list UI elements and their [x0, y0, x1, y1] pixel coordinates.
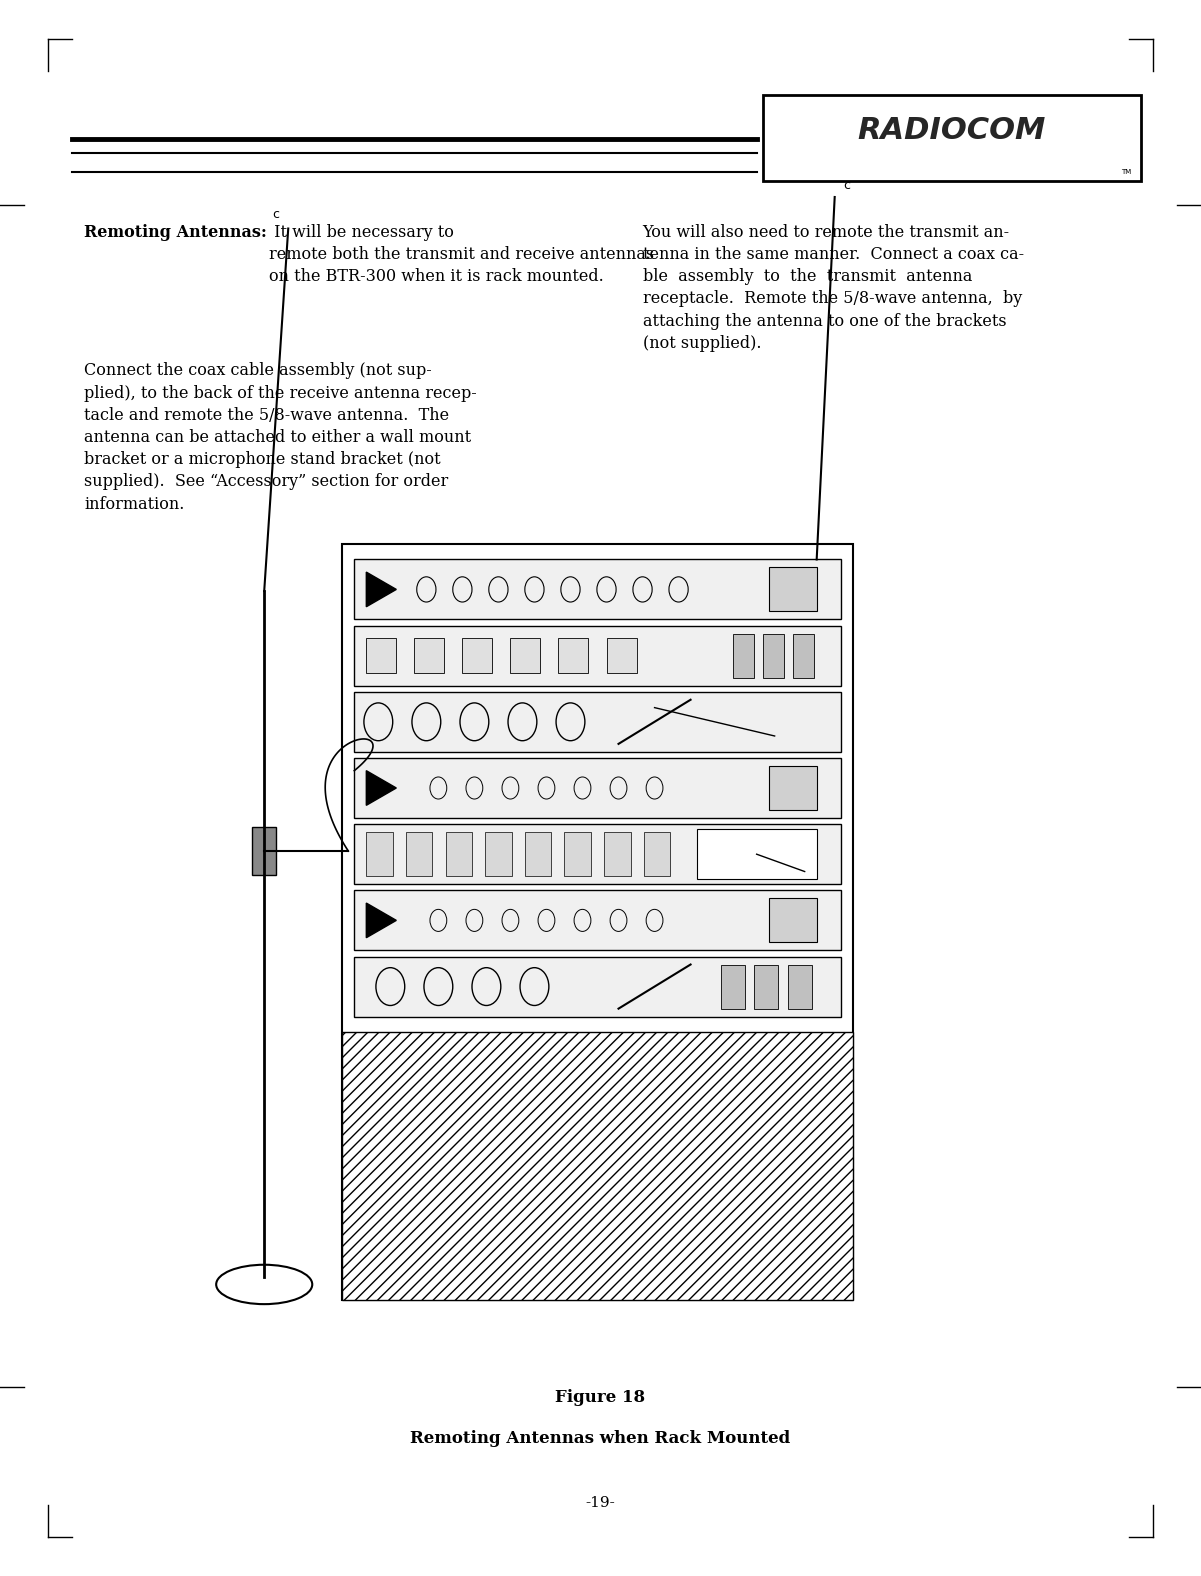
Text: c: c [273, 208, 280, 221]
Bar [788, 965, 812, 1009]
Bar [510, 638, 540, 673]
Bar [446, 832, 472, 876]
Bar [769, 766, 817, 810]
Bar [607, 638, 637, 673]
Polygon shape [366, 903, 396, 938]
Bar [462, 638, 492, 673]
Text: Remoting Antennas:: Remoting Antennas: [84, 224, 267, 241]
Bar [252, 827, 276, 875]
Polygon shape [366, 572, 396, 607]
Bar [354, 824, 841, 884]
Text: -19-: -19- [586, 1496, 615, 1510]
Bar [644, 832, 670, 876]
Bar [763, 634, 784, 678]
Bar [354, 890, 841, 950]
Bar [604, 832, 631, 876]
Bar [564, 832, 591, 876]
Text: Connect the coax cable assembly (not sup-
plied), to the back of the receive ant: Connect the coax cable assembly (not sup… [84, 362, 477, 512]
Text: Figure 18: Figure 18 [555, 1388, 646, 1406]
Bar [354, 758, 841, 818]
Bar [485, 832, 512, 876]
Ellipse shape [216, 1264, 312, 1305]
Bar [697, 829, 817, 879]
Bar [366, 638, 396, 673]
Bar [793, 634, 814, 678]
Bar [354, 692, 841, 752]
Bar [354, 559, 841, 619]
Text: It will be necessary to
remote both the transmit and receive antennas
on the BTR: It will be necessary to remote both the … [269, 224, 655, 285]
Text: RADIOCOM: RADIOCOM [858, 115, 1046, 145]
Bar [721, 965, 745, 1009]
Bar [769, 898, 817, 942]
Text: Remoting Antennas when Rack Mounted: Remoting Antennas when Rack Mounted [411, 1429, 790, 1447]
Bar [414, 638, 444, 673]
Bar [354, 626, 841, 686]
Text: You will also need to remote the transmit an-
tenna in the same manner.  Connect: You will also need to remote the transmi… [643, 224, 1023, 351]
Bar [342, 544, 853, 1300]
FancyBboxPatch shape [763, 95, 1141, 181]
Bar [754, 965, 778, 1009]
Bar [769, 567, 817, 611]
Bar [525, 832, 551, 876]
Bar [366, 832, 393, 876]
Bar [733, 634, 754, 678]
Bar [558, 638, 588, 673]
Polygon shape [366, 771, 396, 805]
Bar [342, 1032, 853, 1300]
Text: TM: TM [1122, 169, 1131, 175]
Bar [354, 957, 841, 1017]
Text: c: c [843, 180, 850, 192]
Bar [406, 832, 432, 876]
